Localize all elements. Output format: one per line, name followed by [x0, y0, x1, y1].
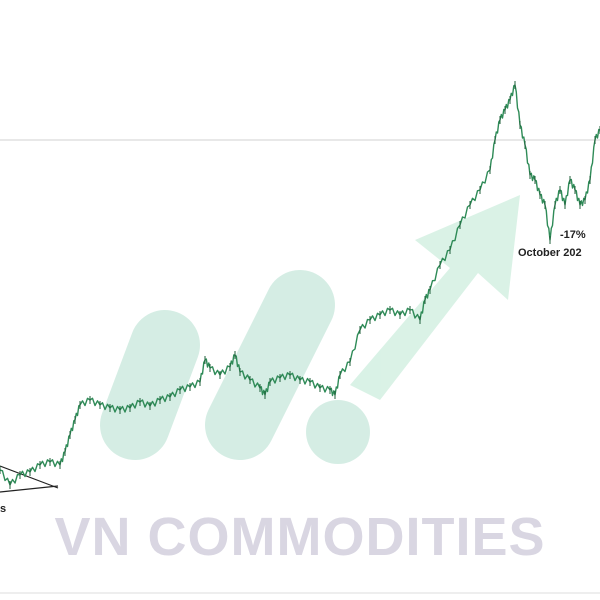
- price-series: [0, 81, 600, 489]
- watermark-logo: [100, 195, 520, 464]
- logo-pill-left: [100, 310, 200, 460]
- drop-date-label: October 202: [518, 247, 582, 259]
- triangle-pattern: [0, 465, 59, 493]
- left-fragment-label: s: [0, 503, 6, 515]
- triangle-upper-line: [0, 465, 59, 489]
- logo-arrow: [350, 195, 520, 400]
- watermark-text: VN COMMODITIES: [54, 507, 545, 567]
- triangle-lower-line: [0, 485, 59, 493]
- logo-dot: [306, 400, 370, 464]
- logo-pill-middle: [205, 270, 335, 460]
- drop-percent-label: -17%: [560, 229, 586, 241]
